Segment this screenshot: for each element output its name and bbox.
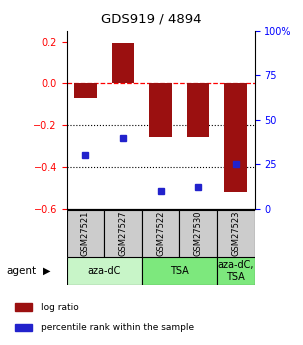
Text: aza-dC,
TSA: aza-dC, TSA <box>218 260 254 282</box>
Text: log ratio: log ratio <box>41 303 78 312</box>
Text: ▶: ▶ <box>43 266 51 276</box>
Text: percentile rank within the sample: percentile rank within the sample <box>41 323 194 332</box>
Bar <box>217 210 255 257</box>
Text: aza-dC: aza-dC <box>88 266 121 276</box>
Text: GSM27523: GSM27523 <box>231 211 240 256</box>
Bar <box>149 83 172 137</box>
Bar <box>67 257 142 285</box>
Text: GSM27522: GSM27522 <box>156 211 165 256</box>
Bar <box>187 83 209 137</box>
Bar <box>74 83 97 98</box>
Bar <box>225 83 247 192</box>
Text: GSM27530: GSM27530 <box>194 211 203 256</box>
Text: GSM27527: GSM27527 <box>118 211 128 256</box>
Text: GDS919 / 4894: GDS919 / 4894 <box>101 12 202 25</box>
Text: GSM27521: GSM27521 <box>81 211 90 256</box>
Bar <box>142 210 179 257</box>
Bar <box>15 324 32 332</box>
Bar <box>142 257 217 285</box>
Text: TSA: TSA <box>170 266 189 276</box>
Bar <box>217 257 255 285</box>
Bar <box>179 210 217 257</box>
Text: agent: agent <box>6 266 36 276</box>
Bar <box>104 210 142 257</box>
Bar <box>112 42 134 83</box>
Bar <box>67 210 104 257</box>
Bar <box>15 303 32 311</box>
